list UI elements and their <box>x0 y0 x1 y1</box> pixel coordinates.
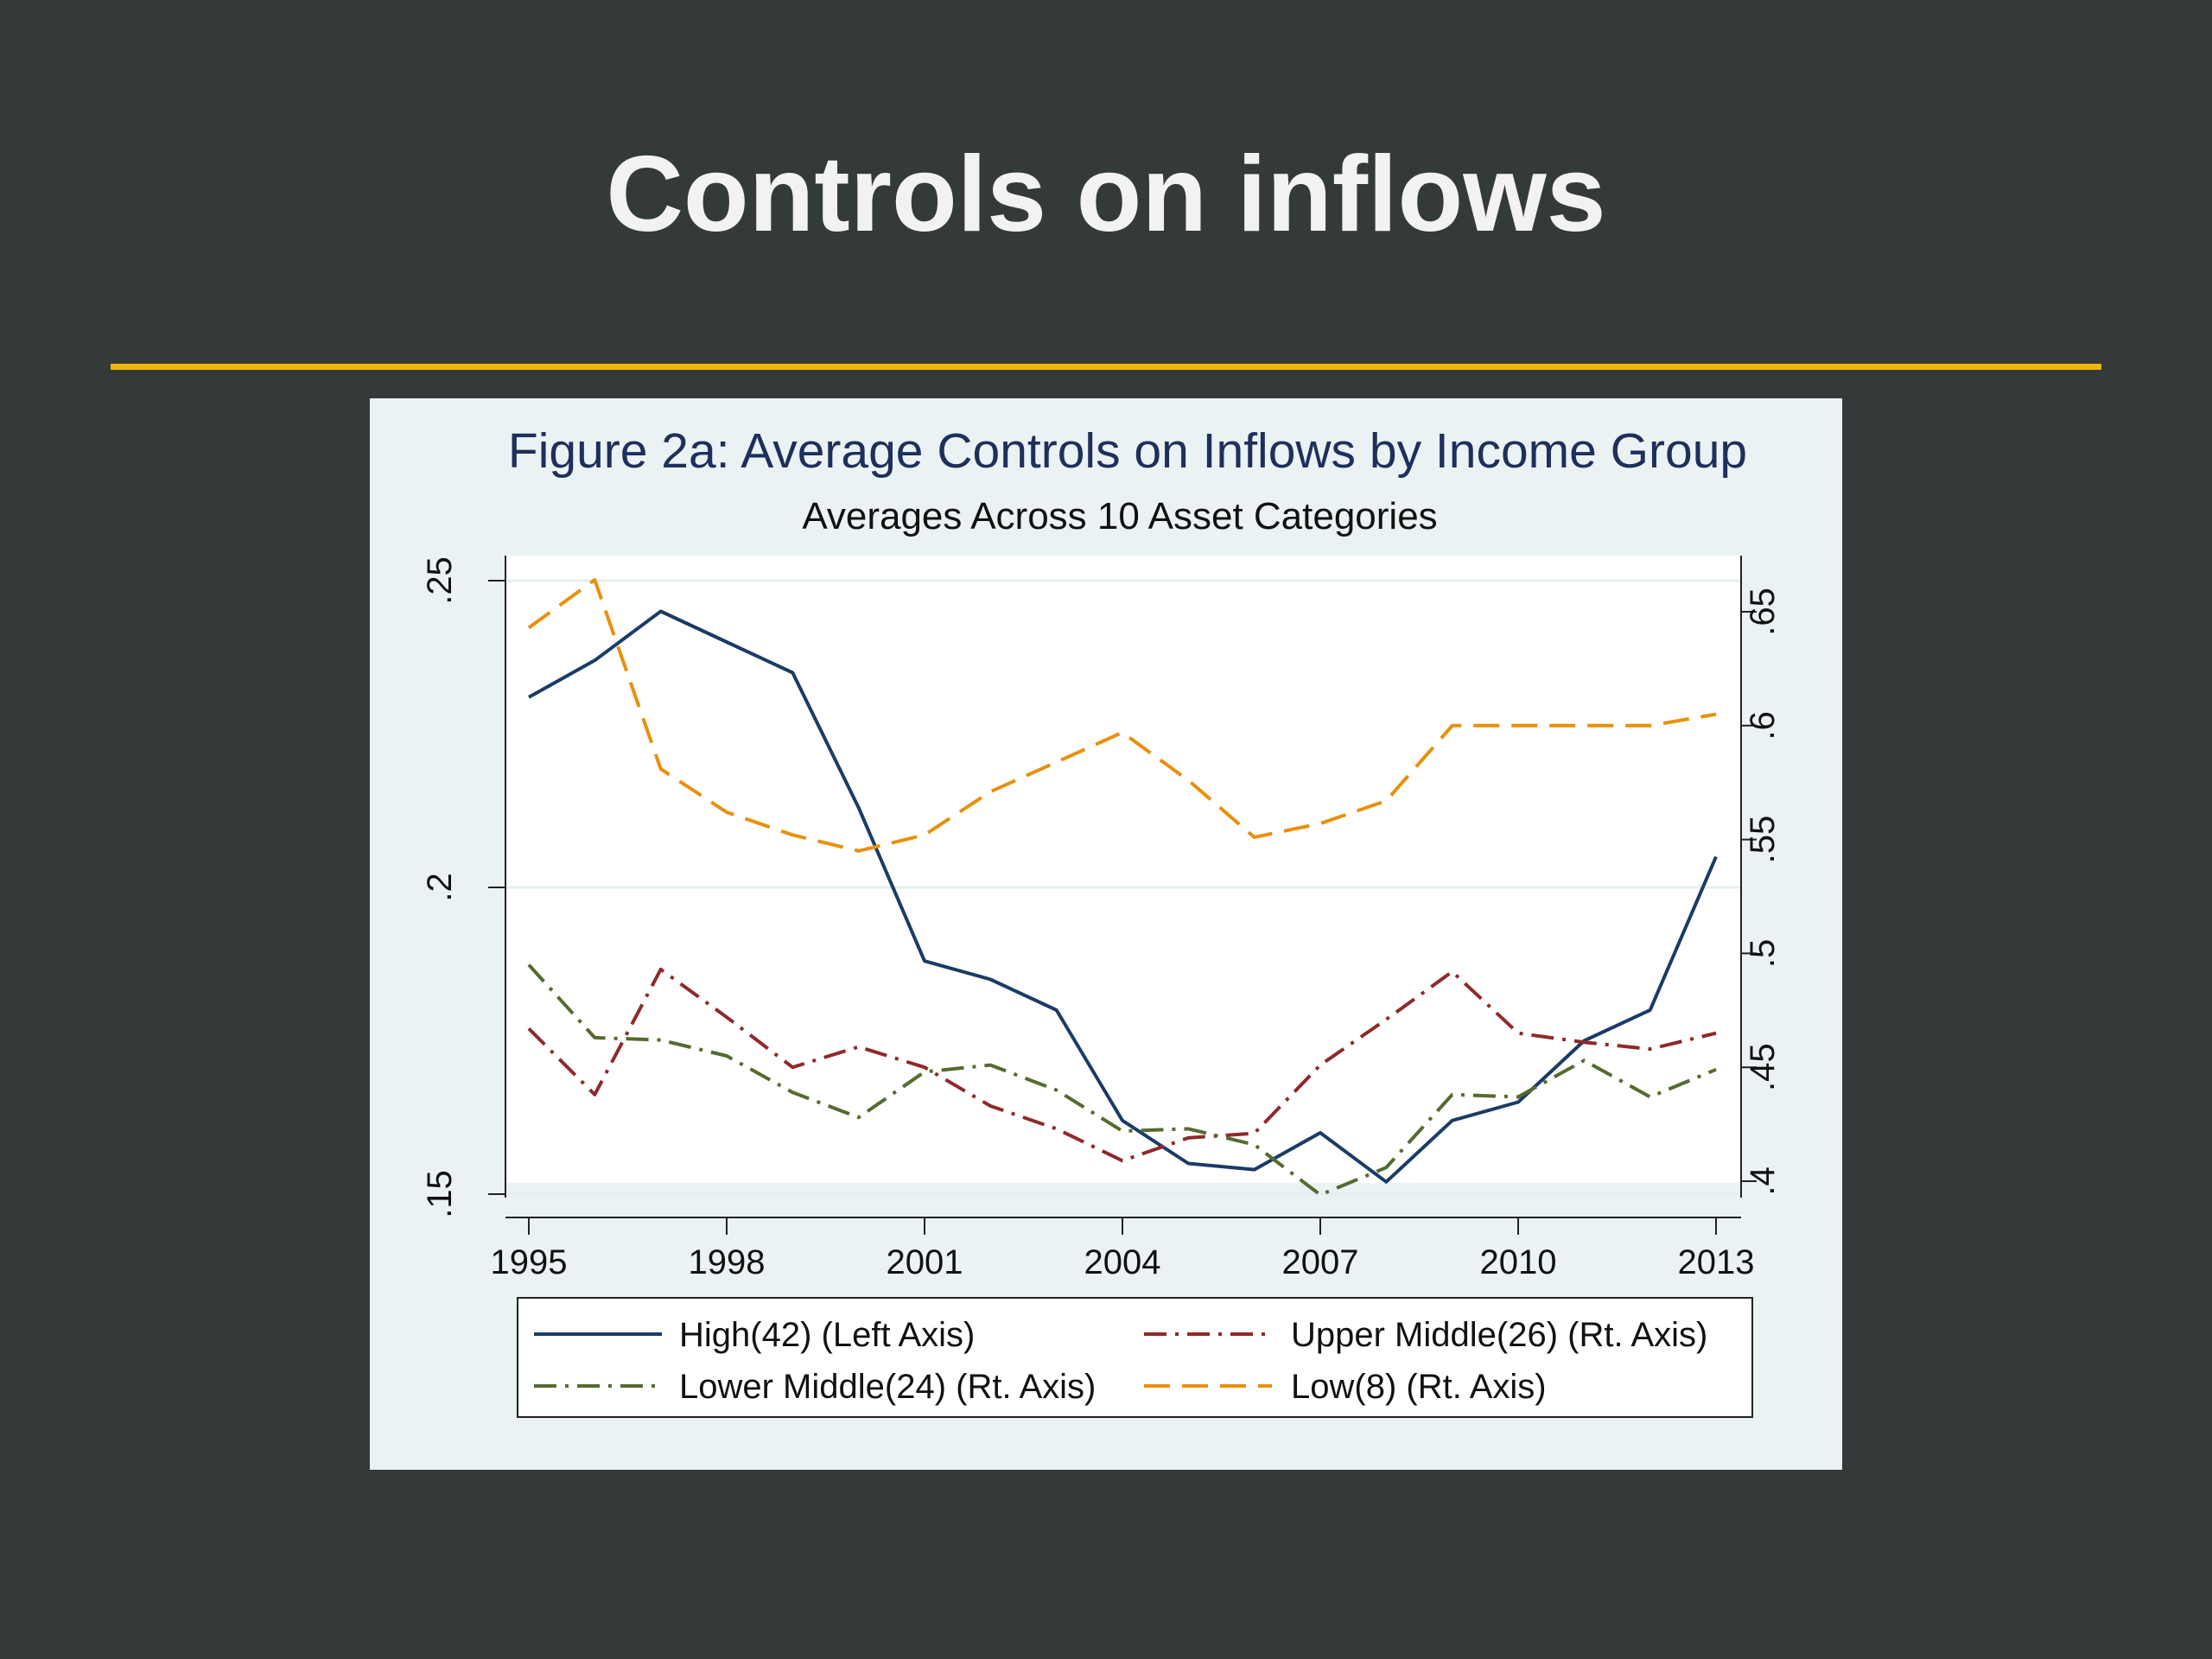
figure-panel: Figure 2a: Average Controls on Inflows b… <box>370 398 1842 1470</box>
series-line <box>527 578 1717 853</box>
slide-title: Controls on inflows <box>606 135 1606 254</box>
right-axis-tick-label: .65 <box>1744 588 1782 636</box>
legend-label: Lower Middle(24) (Rt. Axis) <box>679 1368 1096 1406</box>
legend-label: High(42) (Left Axis) <box>679 1316 975 1354</box>
chart-title: Figure 2a: Average Controls on Inflows b… <box>508 423 1747 479</box>
legend-label: Low(8) (Rt. Axis) <box>1291 1368 1547 1406</box>
legend: High(42) (Left Axis) Upper Middle(26) (Rt… <box>534 1316 1707 1406</box>
right-axis-tick-label: .45 <box>1744 1043 1782 1091</box>
right-axis-tick-label: .6 <box>1744 711 1782 740</box>
x-axis-tick-label: 2004 <box>1084 1243 1161 1281</box>
x-axis-tick-label: 1995 <box>491 1243 568 1281</box>
legend-label: Upper Middle(26) (Rt. Axis) <box>1291 1316 1707 1354</box>
title-divider <box>111 364 2101 370</box>
series-lines <box>527 578 1718 1197</box>
left-axis-tick-label: .25 <box>421 556 459 605</box>
x-axis-tick-label: 2010 <box>1480 1243 1557 1281</box>
chart-subtitle: Averages Across 10 Asset Categories <box>802 495 1437 537</box>
axes: .15 .2 .25 .4 .45 .5 .55 .6 .65 1995 1998 2001 2004 2… <box>421 556 1782 1281</box>
plot-area <box>505 556 1741 1183</box>
right-axis-tick-label: .55 <box>1744 816 1782 864</box>
series-line <box>527 967 1717 1163</box>
right-axis-tick-label: .5 <box>1744 939 1782 968</box>
line-chart: Figure 2a: Average Controls on Inflows b… <box>421 423 1782 1418</box>
x-axis-tick-label: 2001 <box>887 1243 963 1281</box>
left-axis-tick-label: .2 <box>421 873 459 901</box>
legend-box <box>517 1297 1753 1418</box>
series-line <box>528 609 1718 1184</box>
series-line <box>527 963 1717 1197</box>
x-axis-tick-label: 2007 <box>1282 1243 1359 1281</box>
left-axis-tick-label: .15 <box>421 1170 459 1218</box>
x-axis-tick-label: 1998 <box>689 1243 766 1281</box>
right-axis-tick-label: .4 <box>1744 1166 1782 1195</box>
gridlines <box>505 579 1741 1196</box>
x-axis-tick-label: 2013 <box>1678 1243 1755 1281</box>
